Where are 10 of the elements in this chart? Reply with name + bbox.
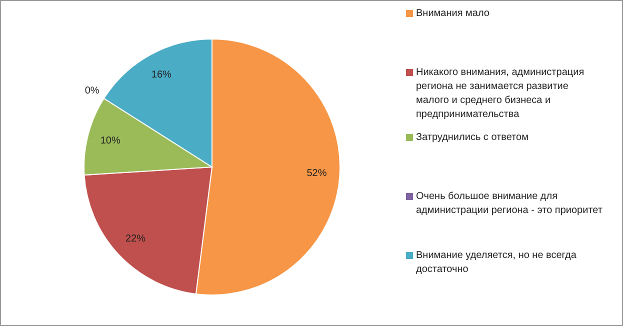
data-label: 16% xyxy=(151,70,172,81)
text: 0% xyxy=(84,85,100,96)
legend-label: Очень большое внимание для администрации региона - это приоритет xyxy=(416,190,604,218)
legend-label: Никакого внимания, администрация региона не занимается развитие малого и среднего бизнеса и предпринимательства xyxy=(416,66,586,122)
data-label: 22% xyxy=(125,233,146,244)
legend-label: Внимание уделяется, но не всегда достаточно xyxy=(416,249,578,277)
data-label: 10% xyxy=(100,135,120,146)
legend-label: Внимания мало xyxy=(416,7,490,21)
legend-label: Затруднились с ответом xyxy=(416,131,528,145)
data-label: 52% xyxy=(306,168,327,180)
